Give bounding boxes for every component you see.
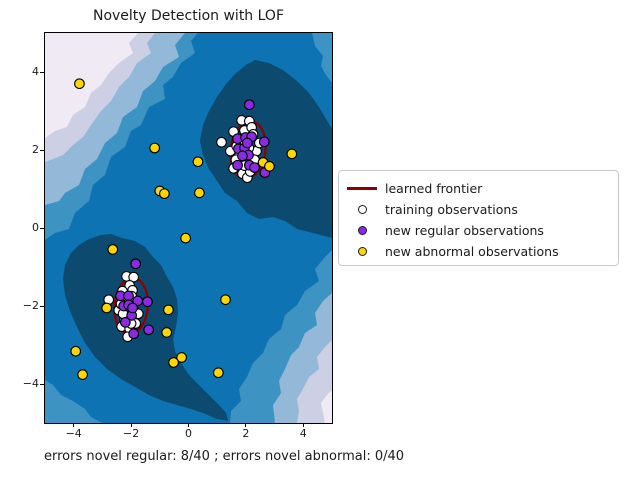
x-tick-mark	[245, 423, 247, 427]
x-tick-mark	[188, 423, 189, 427]
x-tick-mark	[73, 423, 75, 427]
point-new-abnormal-observations	[159, 188, 170, 200]
contour-nw-band-1	[45, 33, 138, 138]
x-tick-mark	[302, 423, 304, 427]
legend-circle-marker	[339, 226, 385, 235]
contour-ne-band-4	[312, 33, 332, 83]
legend-label: training observations	[385, 202, 518, 217]
contour-sw-band-4	[45, 380, 102, 423]
point-new-regular-observations	[237, 150, 248, 162]
point-new-regular-observations	[243, 99, 255, 111]
legend-label: learned frontier	[385, 181, 483, 196]
point-new-abnormal-observations	[77, 369, 88, 380]
point-new-abnormal-observations	[161, 327, 173, 338]
point-new-regular-observations	[127, 302, 138, 314]
point-new-regular-observations	[143, 324, 154, 336]
point-new-abnormal-observations	[176, 352, 187, 363]
marker-dot-icon	[357, 226, 367, 235]
contour-se-band-1	[321, 390, 332, 423]
point-new-abnormal-observations	[286, 148, 298, 160]
legend-item-1: training observations	[339, 199, 618, 220]
point-new-regular-observations	[130, 258, 142, 270]
x-tick-label: 0	[185, 427, 192, 440]
y-tick-mark	[40, 149, 44, 151]
x-tick-label: 4	[299, 427, 307, 440]
frontier-line-icon	[347, 187, 377, 190]
point-new-abnormal-observations	[192, 156, 204, 168]
point-new-abnormal-observations	[212, 367, 224, 379]
y-tick-label: −4	[22, 377, 39, 390]
plot-title: Novelty Detection with LOF	[92, 8, 285, 24]
marker-dot-icon	[357, 205, 367, 214]
legend-line-marker	[339, 187, 385, 190]
legend-item-0: learned frontier	[339, 178, 618, 199]
point-new-abnormal-observations	[180, 232, 191, 244]
point-new-abnormal-observations	[74, 78, 85, 90]
point-new-regular-observations	[123, 290, 134, 302]
point-new-regular-observations	[128, 328, 140, 340]
point-new-regular-observations	[258, 136, 270, 148]
legend-item-3: new abnormal observations	[339, 241, 618, 262]
x-axis-label: errors novel regular: 8/40 ; errors nove…	[44, 449, 405, 464]
legend: learned frontier training observations new…	[338, 170, 619, 266]
y-tick-label: −2	[22, 299, 39, 312]
marker-dot-icon	[357, 247, 367, 256]
legend-label: new regular observations	[385, 223, 544, 238]
x-tick-label: −2	[122, 427, 140, 440]
point-new-regular-observations	[120, 317, 131, 328]
point-training-observations	[216, 136, 227, 148]
y-tick-mark	[40, 227, 44, 229]
point-new-abnormal-observations	[168, 357, 179, 368]
point-new-regular-observations	[142, 296, 153, 308]
point-new-regular-observations	[249, 162, 260, 173]
y-tick-mark	[40, 71, 44, 73]
legend-label: new abnormal observations	[385, 244, 559, 259]
legend-item-2: new regular observations	[339, 220, 618, 241]
point-new-abnormal-observations	[264, 161, 275, 172]
point-new-regular-observations	[241, 137, 253, 149]
y-tick-mark	[40, 383, 44, 385]
point-new-abnormal-observations	[101, 302, 113, 314]
x-tick-label: 2	[242, 427, 250, 440]
point-new-abnormal-observations	[194, 187, 205, 199]
axes-area	[44, 32, 333, 424]
point-new-abnormal-observations	[220, 294, 231, 306]
legend-circle-marker	[339, 205, 385, 214]
x-tick-mark	[130, 423, 132, 427]
point-new-abnormal-observations	[70, 345, 82, 357]
y-tick-label: 0	[32, 221, 39, 234]
point-new-abnormal-observations	[107, 244, 119, 255]
point-new-abnormal-observations	[163, 304, 174, 316]
y-tick-mark	[40, 305, 44, 307]
y-tick-label: 4	[32, 65, 39, 78]
x-tick-label: −4	[65, 427, 82, 440]
y-tick-label: 2	[32, 143, 39, 156]
point-new-abnormal-observations	[149, 142, 160, 154]
plot-canvas	[45, 33, 332, 423]
point-new-regular-observations	[232, 159, 243, 171]
legend-circle-marker	[339, 247, 385, 256]
